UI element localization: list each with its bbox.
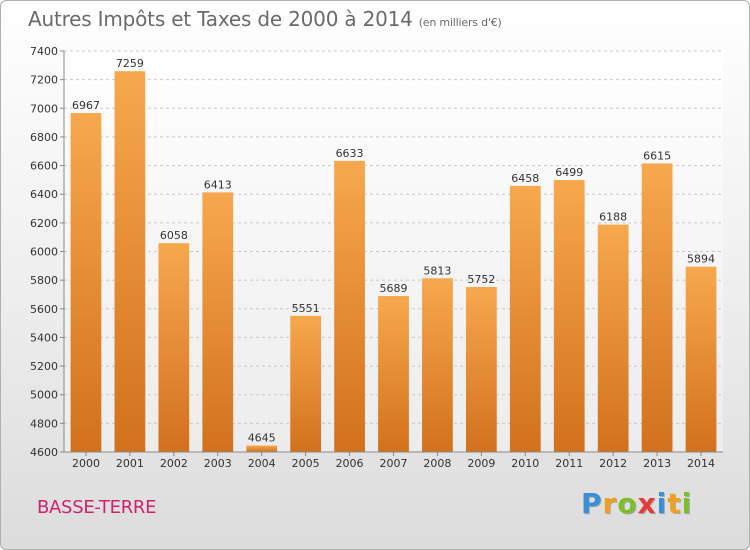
y-tick-label: 5800 (30, 274, 58, 287)
x-tick-label: 2004 (248, 457, 276, 470)
bar-value-label: 6458 (511, 172, 539, 185)
bar (378, 296, 409, 452)
x-tick-label: 2009 (467, 457, 495, 470)
bar (422, 278, 453, 452)
logo-letter: t (667, 487, 682, 520)
x-tick-label: 2000 (72, 457, 100, 470)
bar (597, 224, 629, 452)
bar (202, 192, 234, 453)
bar (70, 113, 102, 453)
logo-letter: i (656, 487, 668, 520)
y-tick-label: 6800 (30, 131, 58, 144)
y-tick-label: 4800 (30, 417, 58, 430)
y-tick-label: 6000 (30, 246, 58, 259)
bar (158, 243, 190, 452)
bar (465, 287, 497, 452)
bar-value-label: 5689 (380, 282, 408, 295)
y-tick-label: 5600 (30, 303, 58, 316)
bar (334, 160, 365, 453)
y-tick-label: 7200 (30, 74, 58, 87)
bar-value-label: 4645 (248, 432, 276, 445)
y-tick-label: 6400 (30, 188, 58, 201)
y-tick-label: 7000 (30, 102, 58, 115)
x-tick-label: 2002 (160, 457, 188, 470)
location-label: BASSE-TERRE (37, 497, 157, 518)
bar (114, 71, 146, 453)
bar-value-label: 5813 (423, 264, 451, 277)
x-tick-label: 2012 (599, 457, 627, 470)
y-tick-label: 6200 (30, 217, 58, 230)
chart-title-text: Autres Impôts et Taxes de 2000 à 2014 (28, 7, 413, 31)
bar (290, 315, 322, 452)
bars: 6967 7259 6058 6413 4645 5551 6633 5689 5813 5752… (70, 57, 717, 453)
bar-value-label: 5551 (292, 302, 320, 315)
y-tick-label: 4600 (30, 446, 58, 459)
x-tick-label: 2003 (204, 457, 232, 470)
bar-value-label: 6615 (643, 149, 671, 162)
logo-letter: r (602, 487, 618, 520)
x-tick-label: 2010 (511, 457, 539, 470)
proxiti-logo: Proxiti (581, 487, 692, 520)
logo-letter: x (637, 487, 657, 520)
bar-value-label: 6967 (72, 99, 100, 112)
y-tick-label: 5000 (30, 389, 58, 402)
y-tick-label: 5400 (30, 331, 58, 344)
bar (553, 180, 585, 452)
bar-value-label: 7259 (116, 57, 144, 70)
bar-value-label: 5752 (467, 273, 495, 286)
logo-letter: P (581, 487, 603, 520)
bar (685, 266, 717, 452)
x-tick-label: 2008 (423, 457, 451, 470)
y-tick-label: 6600 (30, 160, 58, 173)
bar-value-label: 6413 (204, 178, 232, 191)
x-tick-label: 2013 (643, 457, 671, 470)
y-axis: 4600 4800 5000 5200 5400 5600 5800 6000 6200 6400… (30, 45, 65, 459)
bar (509, 185, 541, 453)
x-tick-label: 2005 (292, 457, 320, 470)
bar-value-label: 6499 (555, 166, 583, 179)
x-tick-label: 2007 (380, 457, 408, 470)
logo-letter: i (681, 487, 693, 520)
bar-value-label: 6188 (599, 211, 627, 224)
y-tick-label: 5200 (30, 360, 58, 373)
x-tick-label: 2001 (116, 457, 144, 470)
x-tick-label: 2006 (336, 457, 364, 470)
bar (246, 445, 278, 452)
bar-value-label: 6633 (336, 147, 364, 160)
x-tick-label: 2011 (555, 457, 583, 470)
unit-note: (en milliers d'€) (418, 16, 502, 29)
y-tick-label: 7400 (30, 45, 58, 58)
bar (641, 163, 673, 452)
chart-title: Autres Impôts et Taxes de 2000 à 2014 (en… (28, 7, 502, 31)
logo-letter: o (617, 487, 638, 520)
x-tick-label: 2014 (687, 457, 715, 470)
x-axis: 2000 2001 2002 2003 2004 2005 2006 2007 2008 2009… (64, 451, 723, 470)
bar-value-label: 6058 (160, 229, 188, 242)
bar-value-label: 5894 (687, 253, 715, 266)
